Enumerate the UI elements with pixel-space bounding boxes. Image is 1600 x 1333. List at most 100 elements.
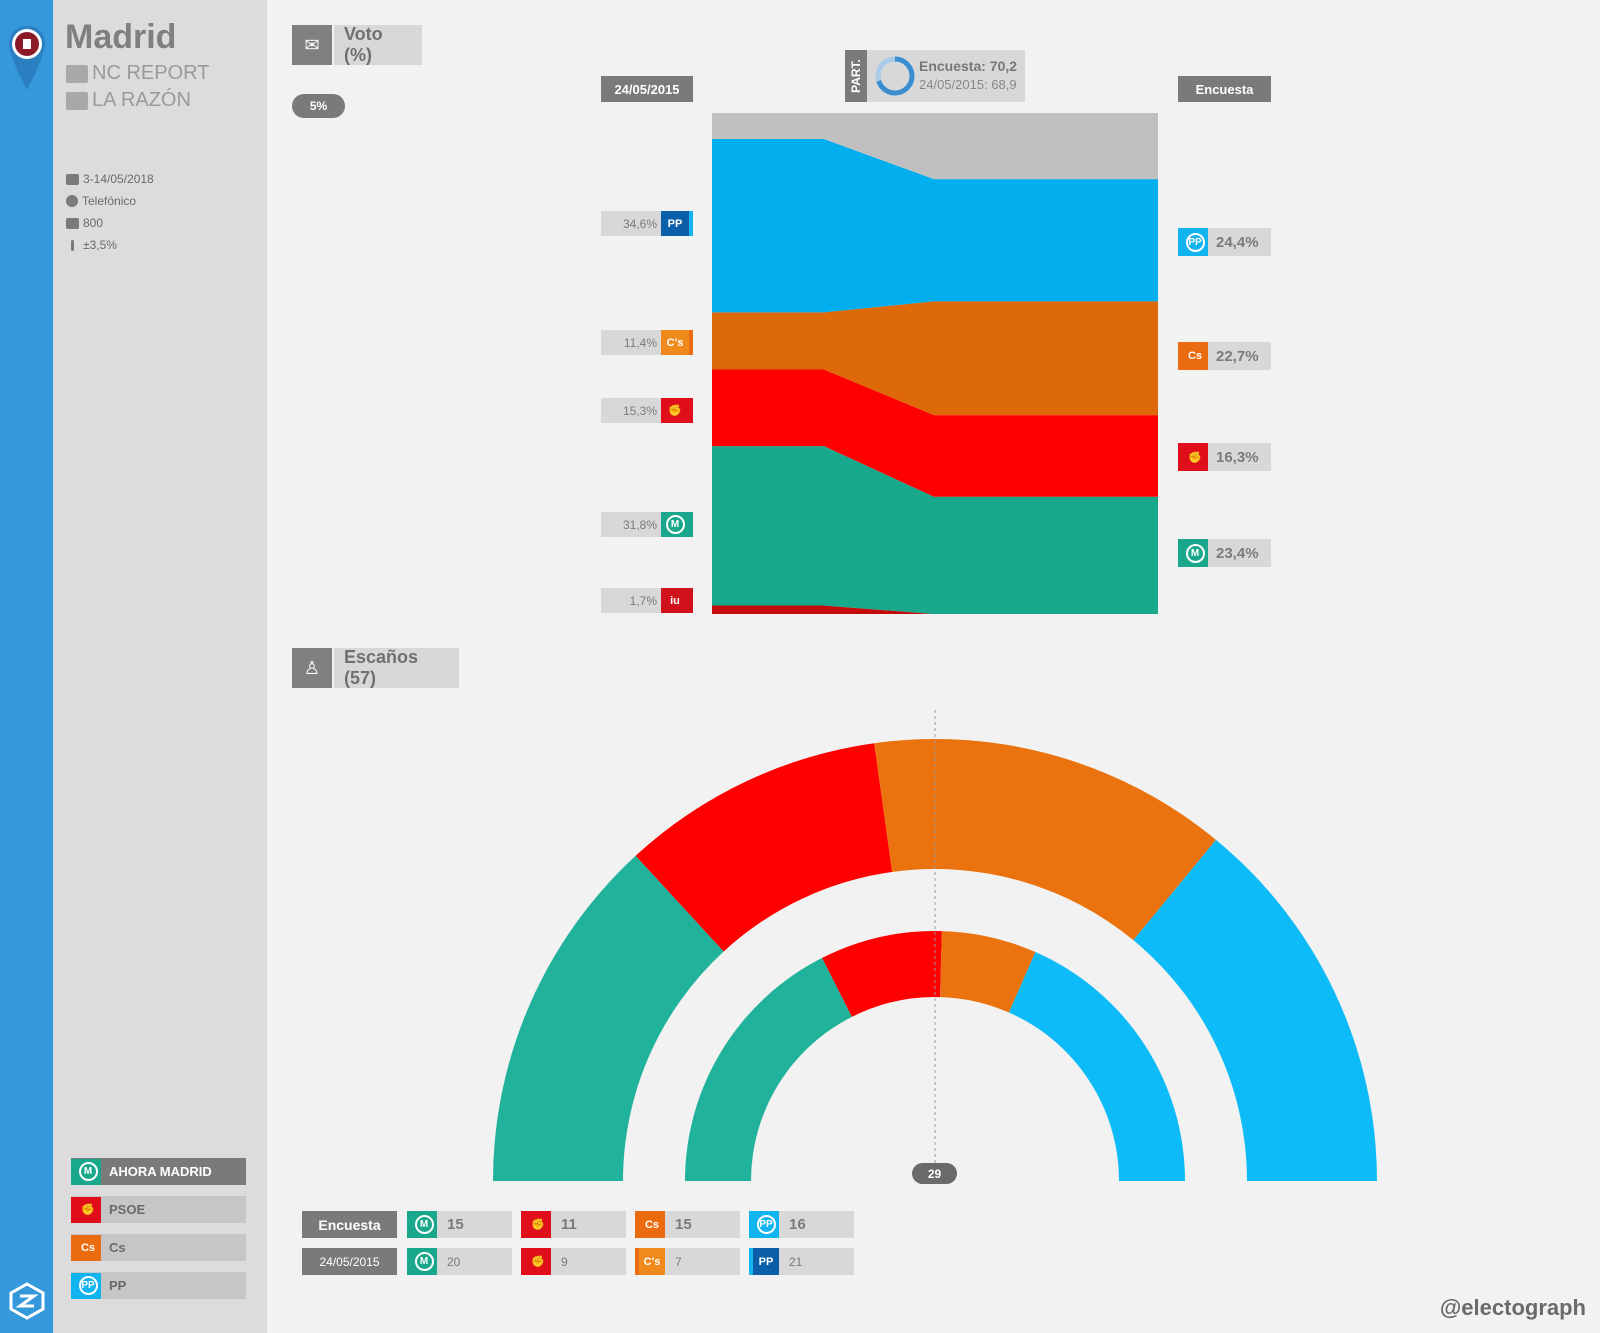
method-value: Telefónico [82,194,137,208]
people-icon [66,217,79,229]
city-title: Madrid [65,18,177,56]
participation-prev: 24/05/2015: 68,9 [919,77,1017,92]
ahora-madrid-logo-icon: M [661,512,689,537]
seat-arc-prev-pp [1008,952,1185,1181]
seat-row-survey: Encuesta [302,1211,397,1238]
ahora-madrid-logo-icon: M [411,1211,437,1238]
ballot-icon: ✉ [292,25,332,65]
prev-pct: 1,7% [629,593,657,608]
error: ±3,5% [66,238,117,252]
ahora-madrid-logo-icon: M [411,1248,437,1275]
brand-bar [0,0,53,1333]
sample-value: 800 [83,216,104,230]
seat-count: 15 [675,1216,692,1233]
legend-label: PSOE [109,1202,146,1217]
calendar-icon [66,173,79,185]
seat-count: 20 [447,1254,461,1269]
prev-pct: 34,6% [622,216,657,231]
survey-label-pp: PP 24,4% [1178,228,1271,256]
seat-count: 9 [561,1254,568,1269]
seat-person-icon: ♙ [292,648,332,688]
cs-logo-icon: C's [639,1248,665,1275]
prev-label-psoe: 15,3% ✊ [601,398,693,423]
seat-cell-cs: Cs 15 [635,1211,740,1238]
psoe-logo-icon: ✊ [525,1211,551,1238]
column-head-survey: Encuesta [1178,76,1271,102]
prev-label-pp: 34,6% PP [601,211,693,236]
psoe-logo-icon: ✊ [525,1248,551,1275]
flow-band-psoe [712,369,1158,497]
seat-cell-pp: PP 16 [749,1211,854,1238]
seat-arc-survey-ahora-madrid [493,855,724,1181]
flow-band-cs [712,301,1158,416]
newspaper-icon [66,91,88,110]
flow-band-ahora-madrid [712,446,1158,614]
participation-tag: PART. [845,50,867,102]
prev-label-cs: 11,4% C's [601,330,693,355]
survey-label-psoe: ✊ 16,3% [1178,443,1271,471]
seat-cell-ahora-madrid: M 15 [407,1211,512,1238]
location-pin-icon [9,26,45,90]
threshold-badge: 5% [292,94,345,118]
method: Telefónico [66,194,136,208]
author-handle: @electograph [1439,1295,1586,1320]
pp-logo-icon: PP [661,211,689,236]
participation-donut-icon [875,56,915,96]
error-value: ±3,5% [83,238,117,252]
seats-section-title: Escaños (57) [334,647,459,688]
legend-label: PP [109,1278,127,1293]
survey-label-cs: Cs 22,7% [1178,342,1271,370]
participation-survey: Encuesta: 70,2 [919,58,1018,74]
legend-item-psoe: ✊ PSOE [71,1196,246,1223]
flow-band-iu [712,605,1158,614]
sidebar [53,0,267,1333]
info-icon [66,195,78,207]
prev-label-ahora-madrid: 31,8% M [601,512,693,537]
seat-arc-prev-psoe [822,931,942,1017]
pollster: NC REPORT [66,62,209,85]
participation-box: Encuesta: 70,2 24/05/2015: 68,9 [867,50,1025,102]
prev-pct: 15,3% [622,403,657,418]
majority-value: 29 [927,1166,942,1181]
legend-item-ahora-madrid: M AHORA MADRID [71,1158,246,1185]
survey-label-ahora-madrid: M 23,4% [1178,539,1271,567]
legend-label: AHORA MADRID [109,1164,212,1179]
ahora-madrid-logo-icon: M [1182,539,1208,567]
seat-arc-prev-cs [940,931,1036,1013]
vote-section-title: Voto (%) [334,24,422,65]
electograph-logo-icon [9,1282,45,1320]
vote-flow-chart [712,113,1158,614]
seat-count: 7 [675,1254,682,1269]
survey-pct: 22,7% [1216,347,1259,365]
seat-row-prev: 24/05/2015 [302,1248,397,1275]
iu-logo-icon: iu [661,588,689,613]
chart-icon [66,64,88,83]
media-name: LA RAZÓN [92,89,191,111]
legend-label: Cs [109,1240,126,1255]
survey-pct: 23,4% [1216,544,1259,562]
prev-label-iu: 1,7% iu [601,588,693,613]
pp-logo-icon: PP [753,1211,779,1238]
cs-logo-icon: Cs [639,1211,665,1238]
threshold-value: 5% [309,99,328,113]
majority-badge: 29 [912,1163,957,1184]
psoe-logo-icon: ✊ [1182,443,1208,471]
sample: 800 [66,216,103,230]
pp-logo-icon: PP [753,1248,779,1275]
cs-logo-icon: Cs [1182,342,1208,370]
seat-count: 16 [789,1216,806,1233]
flow-band-otros [712,113,1158,180]
ahora-madrid-logo-icon: M [75,1158,101,1185]
pp-logo-icon: PP [75,1272,101,1299]
fieldwork: 3-14/05/2018 [66,172,154,186]
survey-pct: 24,4% [1216,233,1259,251]
seat-arc-prev-ahora-madrid [685,957,852,1181]
media: LA RAZÓN [66,89,191,112]
seat-count: 11 [561,1216,577,1233]
flow-band-pp [712,139,1158,313]
column-head-prev: 24/05/2015 [601,76,693,102]
pollster-name: NC REPORT [92,62,210,84]
seat-cell-prev-psoe: ✊ 9 [521,1248,626,1275]
seat-cell-prev-cs: C's 7 [635,1248,740,1275]
